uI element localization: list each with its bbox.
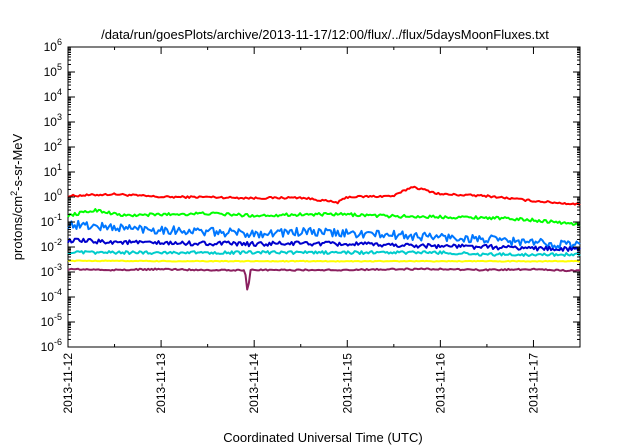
y-axis-label-base: protons/cm bbox=[10, 196, 25, 260]
y-tick-label: 104 bbox=[44, 87, 62, 104]
series-line bbox=[67, 219, 581, 250]
y-tick-label: 10-5 bbox=[41, 312, 62, 329]
y-axis-label-rest: -s-sr-MeV bbox=[10, 133, 25, 190]
y-tick-label: 102 bbox=[44, 137, 62, 154]
chart-title: /data/run/goesPlots/archive/2013-11-17/1… bbox=[101, 27, 549, 42]
y-axis-label: protons/cm2-s-sr-MeV bbox=[9, 133, 25, 260]
series-line bbox=[67, 267, 581, 291]
x-tick-label: 2013-11-12 bbox=[61, 353, 75, 414]
y-axis: 10-6 10-5 10-4 10-3 10-2 10-1 100 101 102 103 104 1… bbox=[41, 37, 580, 354]
series-line bbox=[67, 250, 581, 257]
y-tick-label: 10-4 bbox=[41, 287, 62, 304]
y-tick-label: 106 bbox=[44, 37, 62, 54]
series-layer bbox=[67, 185, 581, 291]
x-tick-label: 2013-11-17 bbox=[526, 353, 540, 414]
series-line bbox=[67, 237, 581, 252]
y-tick-label: 10-1 bbox=[41, 212, 62, 229]
x-tick-label: 2013-11-13 bbox=[154, 353, 168, 414]
series-line bbox=[67, 185, 581, 206]
series-line bbox=[67, 208, 581, 227]
x-tick-label: 2013-11-15 bbox=[340, 353, 354, 414]
x-axis-label: Coordinated Universal Time (UTC) bbox=[223, 430, 422, 445]
y-tick-label: 10-2 bbox=[41, 237, 62, 254]
x-tick-label: 2013-11-16 bbox=[433, 353, 447, 414]
x-axis: 2013-11-12 2013-11-13 2013-11-14 2013-11-15… bbox=[61, 47, 540, 414]
y-axis-label-sup: 2 bbox=[9, 191, 19, 196]
y-tick-label: 101 bbox=[44, 162, 62, 179]
series-line bbox=[67, 259, 580, 263]
x-tick-label: 2013-11-14 bbox=[247, 353, 261, 414]
y-tick-label: 10-3 bbox=[41, 262, 62, 279]
y-tick-label: 105 bbox=[44, 62, 62, 79]
y-tick-label: 10-6 bbox=[41, 337, 62, 354]
y-tick-label: 100 bbox=[44, 187, 62, 204]
y-tick-label: 103 bbox=[44, 112, 62, 129]
